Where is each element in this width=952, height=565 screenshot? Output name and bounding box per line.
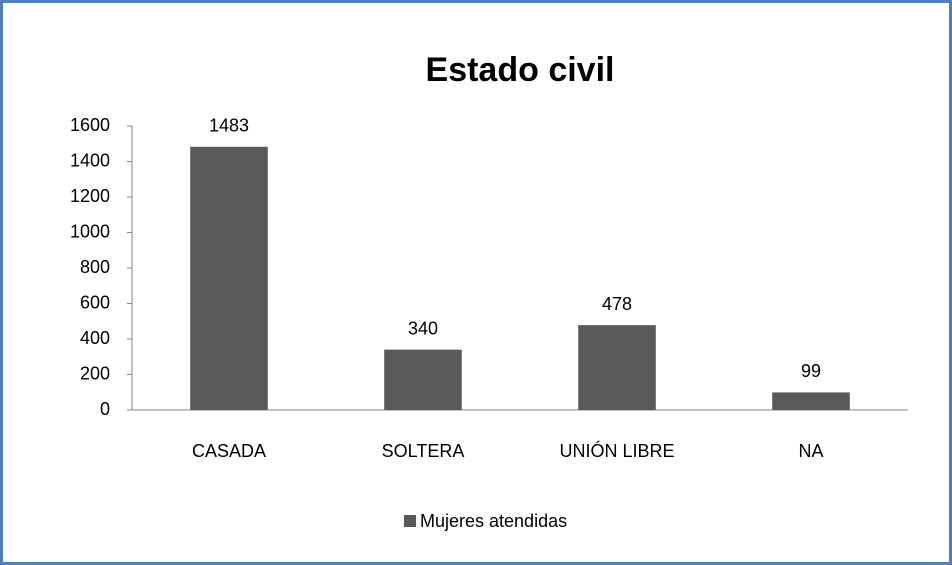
y-tick-label: 1600 (70, 115, 110, 135)
y-tick-label: 800 (80, 257, 110, 277)
data-label: 1483 (209, 116, 249, 136)
data-label: 478 (602, 294, 632, 314)
y-tick-label: 400 (80, 328, 110, 348)
data-label: 340 (408, 318, 438, 338)
legend-swatch (404, 515, 416, 527)
y-tick-label: 200 (80, 363, 110, 383)
bar (190, 146, 268, 410)
bar (384, 349, 462, 410)
y-tick-label: 1000 (70, 221, 110, 241)
x-tick-label: CASADA (192, 441, 266, 461)
x-tick-label: NA (798, 441, 823, 461)
y-tick-label: 600 (80, 292, 110, 312)
y-tick-label: 0 (100, 399, 110, 419)
data-label: 99 (801, 361, 821, 381)
bar (772, 392, 850, 410)
bar (578, 325, 656, 410)
y-tick-label: 1200 (70, 186, 110, 206)
y-tick-label: 1400 (70, 150, 110, 170)
chart-title: Estado civil (426, 51, 615, 89)
legend-label: Mujeres atendidas (420, 511, 567, 531)
x-tick-label: SOLTERA (382, 441, 465, 461)
x-tick-label: UNIÓN LIBRE (559, 440, 674, 461)
